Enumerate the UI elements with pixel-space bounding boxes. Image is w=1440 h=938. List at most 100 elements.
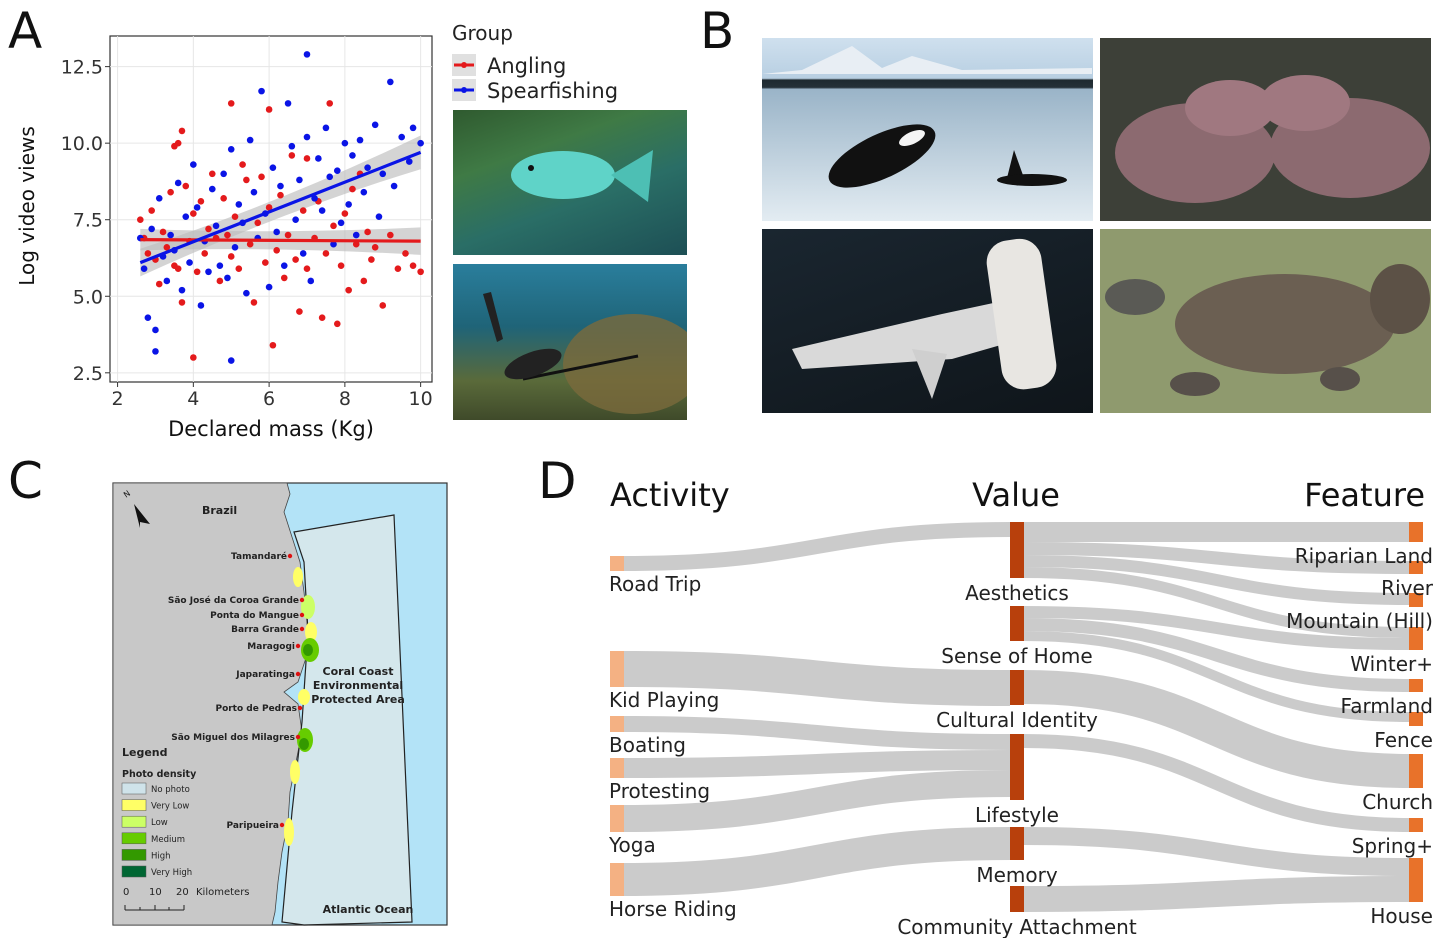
legend-label: High <box>151 851 171 861</box>
activity-label: Kid Playing <box>609 688 719 712</box>
fit-line-0 <box>140 238 421 243</box>
town-marker <box>297 705 303 711</box>
scatter-chart: 2 4 6 8 10 2.5 5.0 7.5 10.0 12.5 Declared mass (… <box>15 35 433 441</box>
diver-photo <box>453 264 687 420</box>
data-point <box>239 161 246 168</box>
data-point <box>349 185 356 193</box>
y-tick-label: 10.0 <box>61 133 103 155</box>
legend-swatch <box>121 849 147 861</box>
sankey-node <box>1409 858 1423 902</box>
data-point <box>352 231 360 239</box>
data-point <box>311 194 318 202</box>
sankey-node <box>610 758 624 778</box>
data-point <box>417 139 424 147</box>
country-label: Brazil <box>202 504 237 517</box>
data-point <box>235 201 243 208</box>
column-header: Value <box>972 476 1060 514</box>
value-label: Aesthetics <box>965 581 1069 605</box>
fit-line-1 <box>139 150 422 265</box>
data-point <box>250 188 258 196</box>
sankey-link <box>1023 555 1410 605</box>
town-label: Ponta do Mangue <box>210 611 299 621</box>
sankey-node <box>610 805 624 832</box>
sankey-node <box>1409 679 1423 692</box>
feature-label: Church <box>1362 790 1433 814</box>
legend-swatch <box>121 865 147 878</box>
data-point <box>254 219 262 227</box>
feature-label: Farmland <box>1341 694 1433 718</box>
sankey-node <box>1409 627 1423 650</box>
data-point <box>227 253 235 260</box>
data-point <box>303 51 311 58</box>
data-point <box>190 210 197 217</box>
activity-label: Boating <box>609 733 686 757</box>
activity-label: Yoga <box>608 833 656 857</box>
data-point <box>182 182 190 190</box>
sankey-link <box>1023 734 1410 832</box>
data-point <box>258 173 265 181</box>
legend-swatch <box>121 799 147 811</box>
data-point <box>409 262 417 269</box>
data-point <box>208 185 216 193</box>
data-point <box>205 225 212 233</box>
data-point <box>368 256 375 263</box>
data-point <box>330 222 337 230</box>
legend-label: Medium <box>151 835 185 845</box>
data-point <box>163 243 171 251</box>
data-point <box>280 262 288 269</box>
data-point <box>322 124 330 132</box>
sankey-node <box>1010 606 1024 641</box>
value-label: Cultural Identity <box>936 708 1098 732</box>
sankey-link <box>1023 876 1410 912</box>
data-point <box>178 127 186 135</box>
data-point <box>265 283 273 291</box>
data-point <box>288 142 296 150</box>
town-marker <box>299 597 305 603</box>
data-point <box>193 204 201 211</box>
data-point <box>409 124 417 132</box>
data-point <box>326 173 334 181</box>
data-point <box>356 136 364 144</box>
data-point <box>318 207 326 214</box>
sankey-link <box>623 522 1011 571</box>
data-point <box>235 265 243 273</box>
data-point <box>292 216 299 224</box>
data-point <box>379 170 387 178</box>
data-point <box>352 240 360 248</box>
data-point <box>227 145 235 153</box>
data-point <box>193 268 201 276</box>
data-point <box>178 299 186 306</box>
data-point <box>224 274 231 282</box>
town-label: São Miguel dos Milagres <box>171 733 295 743</box>
town-marker <box>295 643 301 649</box>
feature-label: River <box>1381 576 1434 600</box>
sankey-node <box>1010 734 1024 800</box>
sankey-link <box>1023 567 1410 638</box>
data-point <box>333 320 341 328</box>
data-point <box>402 250 409 257</box>
sankey-node <box>1409 522 1423 542</box>
x-tick-label: 6 <box>263 388 275 410</box>
town-label: Porto de Pedras <box>215 704 297 714</box>
data-point <box>288 152 296 159</box>
sankey-node <box>1409 561 1423 574</box>
x-tick-label: 10 <box>409 388 433 410</box>
area-label-3: Protected Area <box>311 693 405 706</box>
data-point <box>258 87 265 95</box>
hammerhead-photo <box>762 229 1093 413</box>
data-point <box>197 198 205 205</box>
town-label: Paripueira <box>226 821 279 831</box>
area-label-2: Environmental <box>313 679 403 692</box>
data-point <box>387 78 394 86</box>
value-label: Community Attachment <box>897 915 1137 938</box>
land <box>112 482 309 926</box>
panel-letter-c: C <box>8 452 43 510</box>
data-point <box>174 265 182 273</box>
data-point <box>371 121 379 129</box>
town-label: Barra Grande <box>231 625 299 635</box>
data-point <box>322 250 330 257</box>
map: N Brazil Tamandaré São José da Coroa Gran… <box>112 482 448 926</box>
data-point <box>341 210 349 217</box>
data-point <box>243 176 250 184</box>
data-point <box>296 308 303 315</box>
